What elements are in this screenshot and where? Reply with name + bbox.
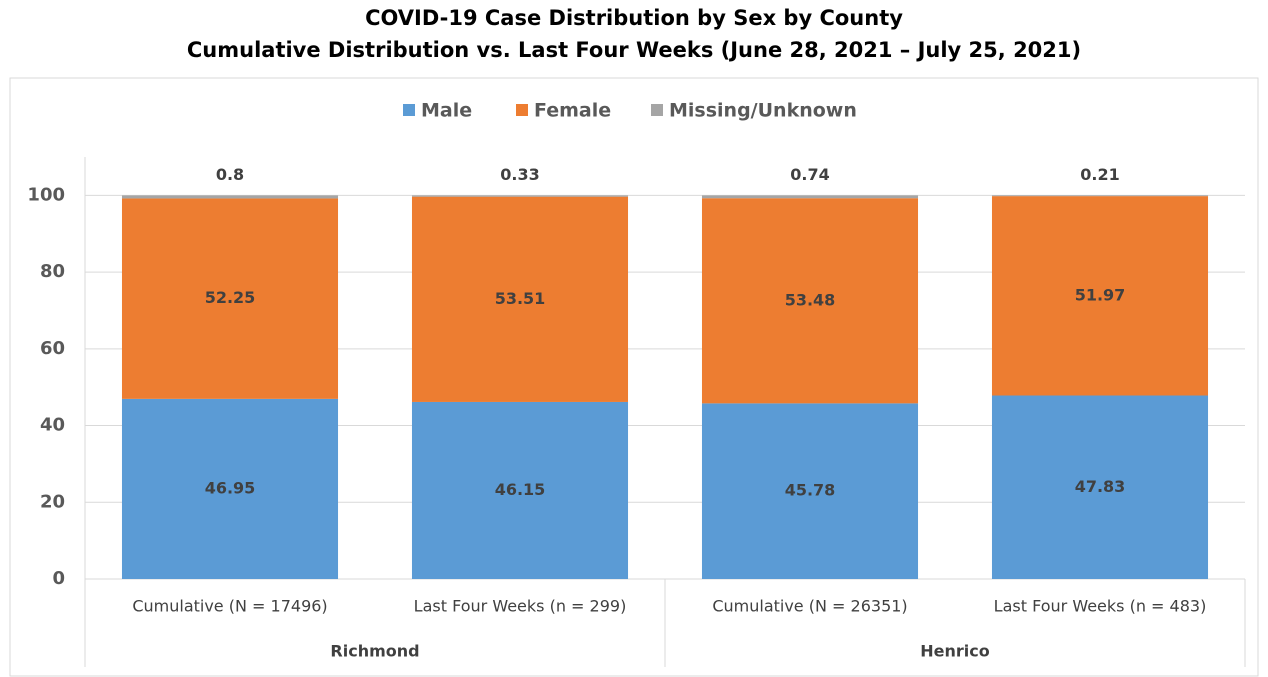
legend-label: Female [534,100,611,122]
group-label: Henrico [920,642,989,661]
data-label: 46.15 [495,480,546,499]
bar-segment [701,198,919,404]
chart-title: COVID-19 Case Distribution by Sex by Cou… [365,6,903,30]
legend-label: Male [421,100,472,122]
data-label: 53.51 [495,289,546,308]
group-label: Richmond [330,642,419,661]
y-tick-label: 60 [40,338,65,359]
data-label: 0.8 [216,165,244,184]
y-tick-label: 40 [40,415,65,436]
data-label: 0.74 [790,165,829,184]
bar-segment [411,195,629,197]
data-label: 51.97 [1075,285,1126,304]
data-label: 46.95 [205,478,256,497]
y-tick-label: 80 [40,261,65,282]
legend-label: Missing/Unknown [669,100,857,122]
x-tick-label: Cumulative (N = 26351) [712,597,907,616]
legend-swatch [651,104,663,116]
bar-segment [411,196,629,402]
x-tick-label: Last Four Weeks (n = 299) [414,597,627,616]
bar-segment [121,195,339,199]
y-tick-label: 100 [27,184,65,205]
bar-segment [121,198,339,399]
bar-segment [411,401,629,579]
bar-segment [701,403,919,579]
bar-segment [701,195,919,199]
data-label: 0.21 [1080,165,1119,184]
bar-segment [121,398,339,579]
y-tick-label: 0 [52,568,65,589]
data-label: 53.48 [785,290,836,309]
data-label: 52.25 [205,288,256,307]
legend-swatch [516,104,528,116]
legend-swatch [403,104,415,116]
chart-subtitle: Cumulative Distribution vs. Last Four We… [187,38,1081,62]
y-tick-label: 20 [40,491,65,512]
bar-segment [991,195,1209,197]
x-tick-label: Last Four Weeks (n = 483) [994,597,1207,616]
bar-segment [991,395,1209,579]
bar-segment [991,196,1209,396]
x-tick-label: Cumulative (N = 17496) [132,597,327,616]
data-label: 45.78 [785,481,836,500]
data-label: 47.83 [1075,477,1126,496]
data-label: 0.33 [500,165,539,184]
